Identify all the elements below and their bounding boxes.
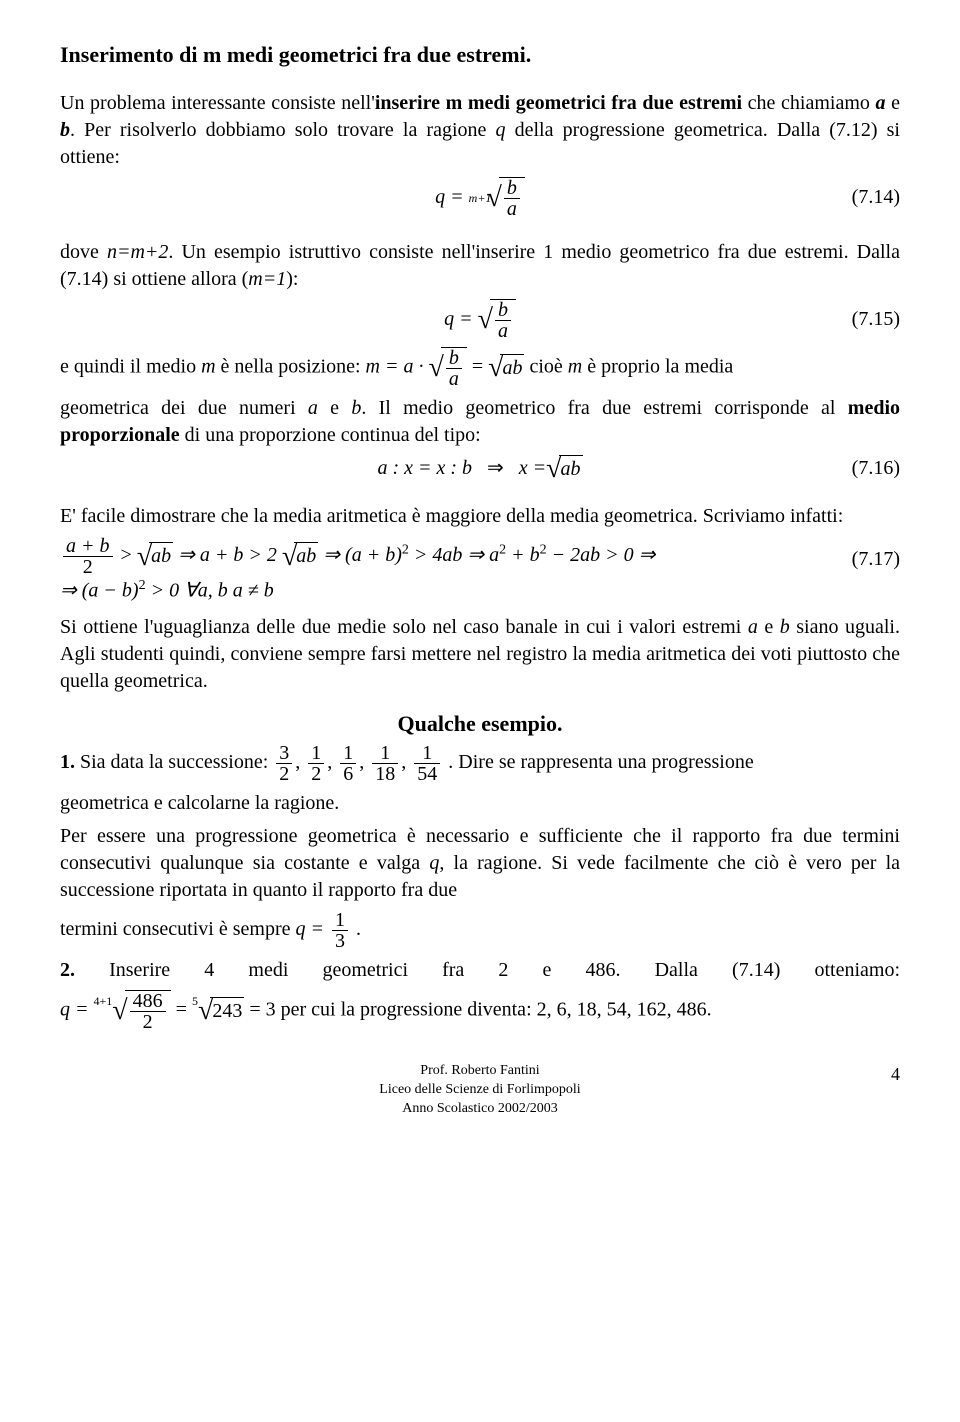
paragraph-2: dove n=m+2. Un esempio istruttivo consis… [60,239,900,293]
eq-number-7-16: (7.16) [852,455,900,482]
example-2-line-2: q = 4+1 √ 4862 = 5 √243 = 3 per cui la p… [60,990,900,1032]
title-text: Inserimento di m medi geometrici fra due… [60,42,531,67]
example-1-line-3: Per essere una progressione geometrica è… [60,823,900,904]
footer-author: Prof. Roberto Fantini [60,1062,900,1081]
paragraph-5: E' facile dimostrare che la media aritme… [60,503,900,530]
example-2-line-1: 2. Inserire 4 medi geometrici fra 2 e 48… [60,957,900,984]
example-1-line-1: 1. Sia data la successione: 32, 12, 16, … [60,743,900,784]
example-1-line-4: termini consecutivi è sempre q = 13 . [60,910,900,951]
examples-heading: Qualche esempio. [60,709,900,739]
footer-year: Anno Scolastico 2002/2003 [60,1100,900,1119]
page-number: 4 [891,1062,900,1086]
eq-number-7-15: (7.15) [852,306,900,333]
eq-number-7-14: (7.14) [852,184,900,211]
paragraph-1: Un problema interessante consiste nell'i… [60,90,900,171]
equation-7-16: a : x = x : b ⇒ x = √ab (7.16) [60,455,900,483]
paragraph-4: geometrica dei due numeri a e b. Il medi… [60,395,900,449]
paragraph-6: Si ottiene l'uguaglianza delle due medie… [60,614,900,695]
paragraph-3: e quindi il medio m è nella posizione: m… [60,347,900,389]
section-title: Inserimento di m medi geometrici fra due… [60,40,900,70]
example-1-line-2: geometrica e calcolarne la ragione. [60,790,900,817]
equation-7-15: q = √ ba (7.15) [60,299,900,341]
footer-school: Liceo delle Scienze di Forlimpopoli [60,1081,900,1100]
eq-number-7-17: (7.17) [852,546,900,573]
page-footer: Prof. Roberto Fantini Liceo delle Scienz… [60,1062,900,1119]
equation-7-14: q = m+1 √ ba (7.14) [60,177,900,219]
equation-7-17: a + b2 > √ab ⇒ a + b > 2 √ab ⇒ (a + b)2 … [60,536,900,605]
